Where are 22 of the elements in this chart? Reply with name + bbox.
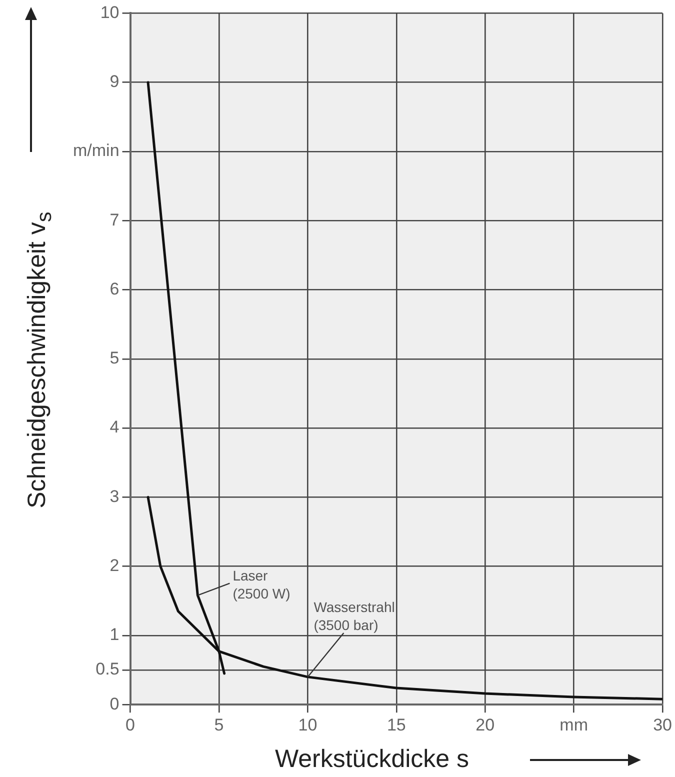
y-tick-label: 4 [110, 418, 120, 437]
annotation: Wasserstrahl (3500 bar) [314, 598, 395, 633]
y-tick-label: 5 [110, 348, 120, 368]
y-tick-label: 2 [110, 556, 120, 576]
y-tick-label: m/min [72, 141, 120, 160]
x-tick-label: 20 [476, 715, 495, 734]
y-tick-label: 0 [110, 694, 120, 714]
annotation: Laser (2500 W) [232, 567, 290, 602]
x-tick-label: mm [560, 715, 588, 734]
x-axis-title: Werkstückdicke s [274, 745, 470, 774]
y-tick-label: 6 [110, 279, 120, 298]
y-tick-label: 9 [110, 72, 120, 92]
y-tick-label: 1 [110, 625, 120, 644]
x-tick-label: 5 [214, 715, 224, 734]
x-tick-label: 30 [653, 715, 672, 734]
y-tick-label: 7 [110, 210, 120, 230]
x-tick-label: 0 [126, 715, 136, 734]
x-tick-label: 10 [298, 715, 318, 734]
y-tick-label: 3 [110, 486, 120, 506]
y-tick-label: 10 [100, 2, 120, 22]
x-tick-label: 15 [386, 715, 406, 734]
y-tick-label: 0.5 [96, 660, 120, 679]
